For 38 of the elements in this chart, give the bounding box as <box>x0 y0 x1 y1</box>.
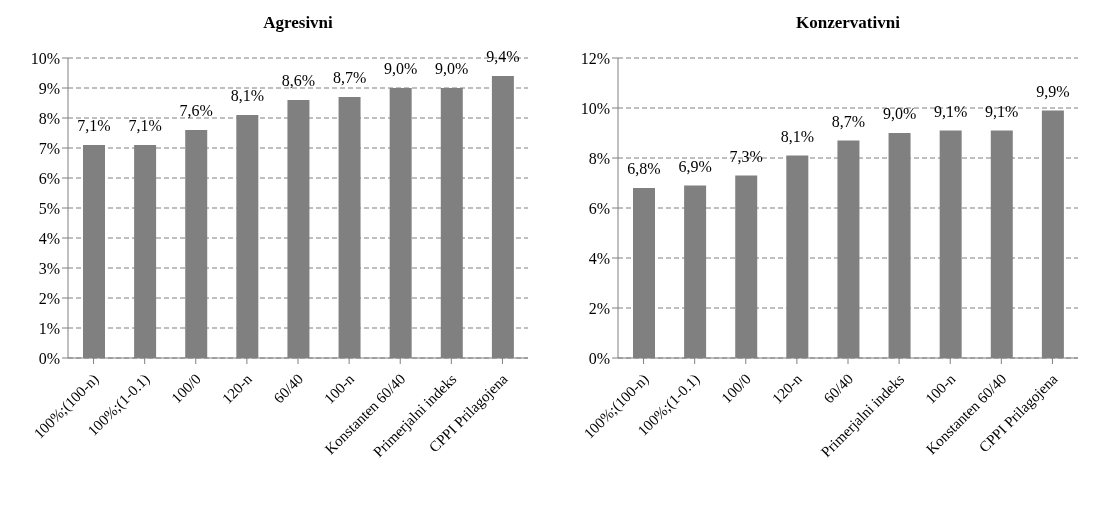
y-tick-label: 3% <box>38 259 60 277</box>
y-tick-label: 0% <box>38 349 60 367</box>
data-label: 9,0% <box>435 60 469 77</box>
data-label: 8,7% <box>332 69 367 86</box>
y-tick-label: 2% <box>588 299 610 317</box>
data-label: 7,3% <box>729 147 763 165</box>
y-tick-label: 6% <box>38 169 60 187</box>
data-label: 9,0% <box>384 60 418 77</box>
y-tick-label: 4% <box>38 229 60 247</box>
data-label: 7,1% <box>77 117 111 134</box>
data-label: 9,9% <box>1036 82 1070 100</box>
data-label: 8,1% <box>230 87 264 104</box>
chart-title: Agresivni <box>262 12 334 34</box>
data-label: 6,8% <box>627 160 661 177</box>
y-tick-label: 10% <box>30 49 60 67</box>
y-tick-label: 6% <box>588 199 610 217</box>
y-tick-label: 0% <box>588 349 610 367</box>
y-tick-label: 1% <box>38 319 60 337</box>
data-label: 7,1% <box>128 117 162 134</box>
data-label: 9,1% <box>985 102 1019 120</box>
y-tick-label: 10% <box>580 99 610 117</box>
y-tick-label: 8% <box>38 109 60 127</box>
y-tick-label: 2% <box>38 289 60 307</box>
y-tick-label: 7% <box>38 139 60 157</box>
data-label: 7,6% <box>179 102 213 119</box>
y-tick-label: 4% <box>588 249 610 267</box>
y-tick-label: 12% <box>580 49 610 67</box>
y-tick-label: 9% <box>38 79 60 97</box>
data-label: 9,4% <box>486 48 520 65</box>
data-label: 8,6% <box>281 72 316 89</box>
data-label: 6,9% <box>678 157 712 175</box>
data-label: 8,7% <box>831 112 866 130</box>
data-label: 9,0% <box>882 105 917 122</box>
chart-title: Konzervativni <box>795 12 901 34</box>
y-tick-label: 5% <box>38 199 60 217</box>
data-label: 9,1% <box>934 102 968 120</box>
data-label: 8,1% <box>780 127 814 145</box>
y-tick-label: 8% <box>588 149 610 167</box>
